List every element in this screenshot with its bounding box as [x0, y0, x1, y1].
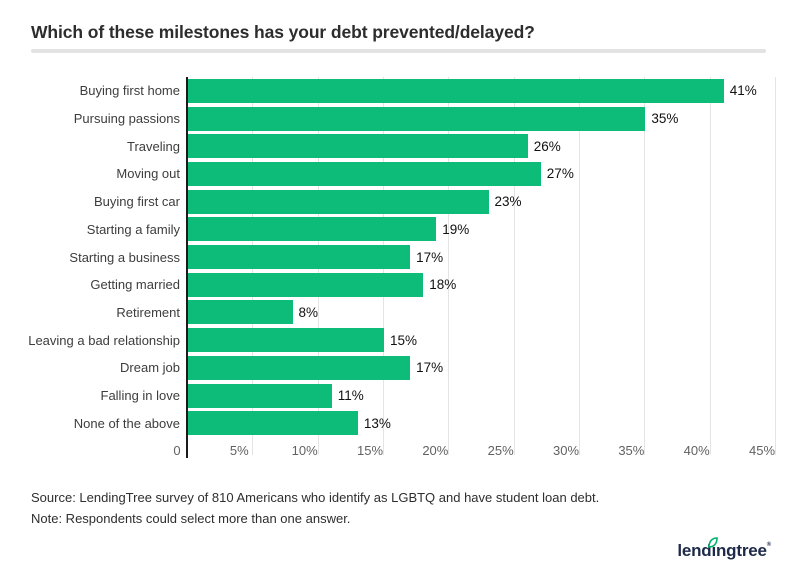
bar: [188, 245, 411, 270]
x-tick-label: 20%: [422, 443, 449, 458]
value-label: 19%: [442, 221, 470, 237]
value-label: 15%: [390, 332, 418, 348]
value-label: 35%: [651, 111, 679, 127]
registered-mark: ®: [766, 542, 771, 548]
x-tick-label: 0: [173, 443, 181, 458]
category-label: None of the above: [73, 415, 180, 431]
gridline: [579, 77, 580, 455]
y-axis-line: [186, 77, 188, 458]
logo-text-tail: ngtree: [716, 541, 767, 560]
bar: [188, 411, 358, 436]
x-tick-label: 40%: [683, 443, 710, 458]
bar: [188, 272, 424, 297]
bar: [188, 328, 384, 353]
value-label: 13%: [363, 415, 391, 431]
category-label: Leaving a bad relationship: [28, 332, 180, 348]
gridline: [448, 77, 450, 455]
lendingtree-logo: lendı ngtree®: [677, 537, 771, 561]
x-tick-label: 10%: [291, 443, 318, 458]
value-label: 17%: [416, 249, 444, 265]
bar-chart: 0 5% 10% 15% 20% 25% 30% 35% 40% 45% Buying first …: [0, 77, 800, 459]
value-label: 11%: [337, 388, 364, 404]
bar: [188, 189, 489, 214]
value-label: 18%: [429, 277, 457, 293]
bar: [188, 78, 724, 103]
x-tick-label: 15%: [356, 443, 384, 458]
value-label: 41%: [729, 83, 757, 99]
chart-title: Which of these milestones has your debt …: [31, 22, 535, 42]
category-label: Traveling: [127, 138, 180, 154]
bar: [188, 383, 332, 408]
bar: [188, 217, 437, 242]
x-tick-label: 30%: [552, 443, 580, 458]
x-tick-label: 5%: [229, 443, 249, 458]
category-label: Dream job: [120, 360, 180, 376]
value-label: 26%: [533, 138, 561, 154]
logo-text-lead: lend: [677, 541, 712, 560]
gridline: [709, 77, 711, 455]
value-label: 27%: [546, 166, 574, 182]
category-label: Buying first home: [79, 83, 180, 99]
bar: [188, 161, 541, 186]
category-label: Falling in love: [100, 388, 181, 404]
title-divider: [31, 49, 766, 53]
logo-text-i: ı: [711, 541, 716, 560]
bar: [188, 355, 411, 380]
x-tick-label: 25%: [487, 443, 514, 458]
value-label: 17%: [416, 360, 444, 376]
value-label: 8%: [298, 304, 319, 320]
bar: [188, 106, 646, 131]
gridline: [775, 77, 776, 455]
x-tick-label: 45%: [748, 443, 776, 458]
category-label: Getting married: [90, 277, 180, 293]
leaf-icon: [708, 533, 719, 553]
bar: [188, 134, 528, 159]
category-label: Starting a family: [86, 221, 180, 237]
gridline: [513, 77, 515, 455]
gridline: [644, 77, 646, 455]
category-label: Moving out: [116, 166, 180, 182]
category-label: Retirement: [116, 304, 180, 320]
value-label: 23%: [494, 194, 522, 210]
category-label: Buying first car: [94, 194, 180, 210]
methodology-note: Note: Respondents could select more than…: [31, 511, 351, 526]
source-note: Source: LendingTree survey of 810 Americ…: [31, 490, 600, 505]
category-label: Starting a business: [69, 249, 180, 265]
x-tick-label: 35%: [618, 443, 645, 458]
footer: Source: LendingTree survey of 810 Americ…: [31, 487, 599, 529]
category-label: Pursuing passions: [73, 111, 180, 127]
bar: [188, 300, 293, 325]
